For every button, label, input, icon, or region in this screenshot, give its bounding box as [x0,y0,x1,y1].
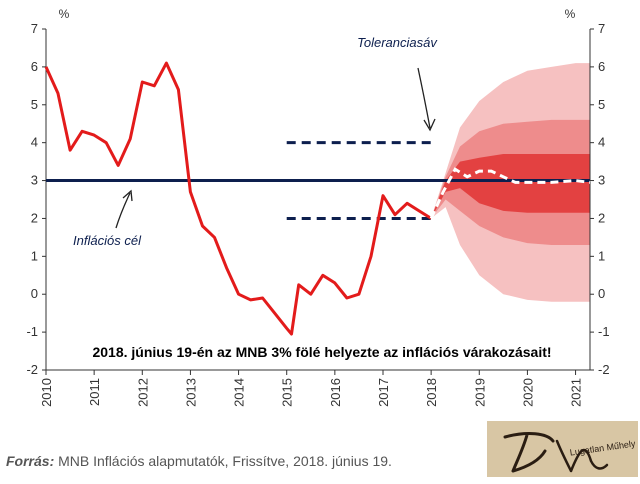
tolerance-arrow-head [423,118,436,132]
y-tick-label-left: 6 [31,59,38,74]
logo: Lugatlan Műhely [487,421,638,477]
series-lines [44,61,591,336]
y-tick-label-right: 4 [598,135,605,150]
y-tick-label-left: 0 [31,286,38,301]
target-label: Inflációs cél [73,233,142,248]
source-note: Forrás: MNB Inflációs alapmutatók, Friss… [6,453,392,469]
y-tick-label-left: -2 [26,362,38,377]
y-ticks-right: -2 -1 0 1 2 3 4 5 6 7 [590,21,610,377]
x-tick-label: 2014 [232,378,247,407]
y-tick-label-right: 3 [598,173,605,188]
x-tick-label: 2017 [376,378,391,407]
tolerance-annotation: Toleranciasáv [357,35,438,132]
x-tick-label: 2021 [569,378,584,407]
fan-band-inner [431,154,590,219]
y-tick-label-left: 3 [31,173,38,188]
x-tick-label: 2012 [135,378,150,407]
actual-inflation-line [44,61,432,336]
y-tick-label-right: 7 [598,21,605,36]
y-unit-right: % [565,7,576,21]
y-tick-label-left: 2 [31,210,38,225]
tolerance-label: Toleranciasáv [357,35,438,50]
y-tick-label-right: 2 [598,210,605,225]
x-tick-label: 2015 [280,378,295,407]
x-tick-label: 2019 [472,378,487,407]
x-tick-label: 2011 [87,378,102,406]
x-tick-label: 2016 [328,378,343,407]
x-ticks: 2010 2011 2012 2013 2014 2015 2016 2017 2018 2019… [39,370,584,407]
y-tick-label-left: -1 [26,324,38,339]
y-tick-label-right: 5 [598,97,605,112]
target-annotation: Inflációs cél [73,189,142,248]
axes [45,29,591,371]
source-text: MNB Inflációs alapmutatók, Frissítve, 20… [54,453,392,469]
target-arrow-head [122,189,133,202]
y-tick-label-right: 0 [598,286,605,301]
forecast-median-line [429,167,591,220]
y-tick-label-right: 6 [598,59,605,74]
forecast-fan [431,63,590,302]
tolerance-arrow [417,67,431,129]
x-tick-label: 2020 [520,378,535,407]
y-tick-label-right: -2 [598,362,610,377]
x-tick-label: 2018 [424,378,439,407]
target-arrow [115,192,131,229]
y-tick-label-left: 7 [31,21,38,36]
headline-annotation: 2018. június 19-én az MNB 3% fölé helyez… [92,344,551,360]
x-tick-label: 2010 [39,378,54,407]
y-tick-label-left: 4 [31,135,38,150]
source-label: Forrás: [6,453,55,469]
y-unit-left: % [59,7,70,21]
y-tick-label-right: 1 [598,248,605,263]
x-tick-label: 2013 [183,378,198,407]
y-ticks-left: -2 -1 0 1 2 3 4 5 6 7 [26,21,46,377]
y-tick-label-left: 1 [31,248,38,263]
y-tick-label-left: 5 [31,97,38,112]
y-tick-label-right: -1 [598,324,610,339]
